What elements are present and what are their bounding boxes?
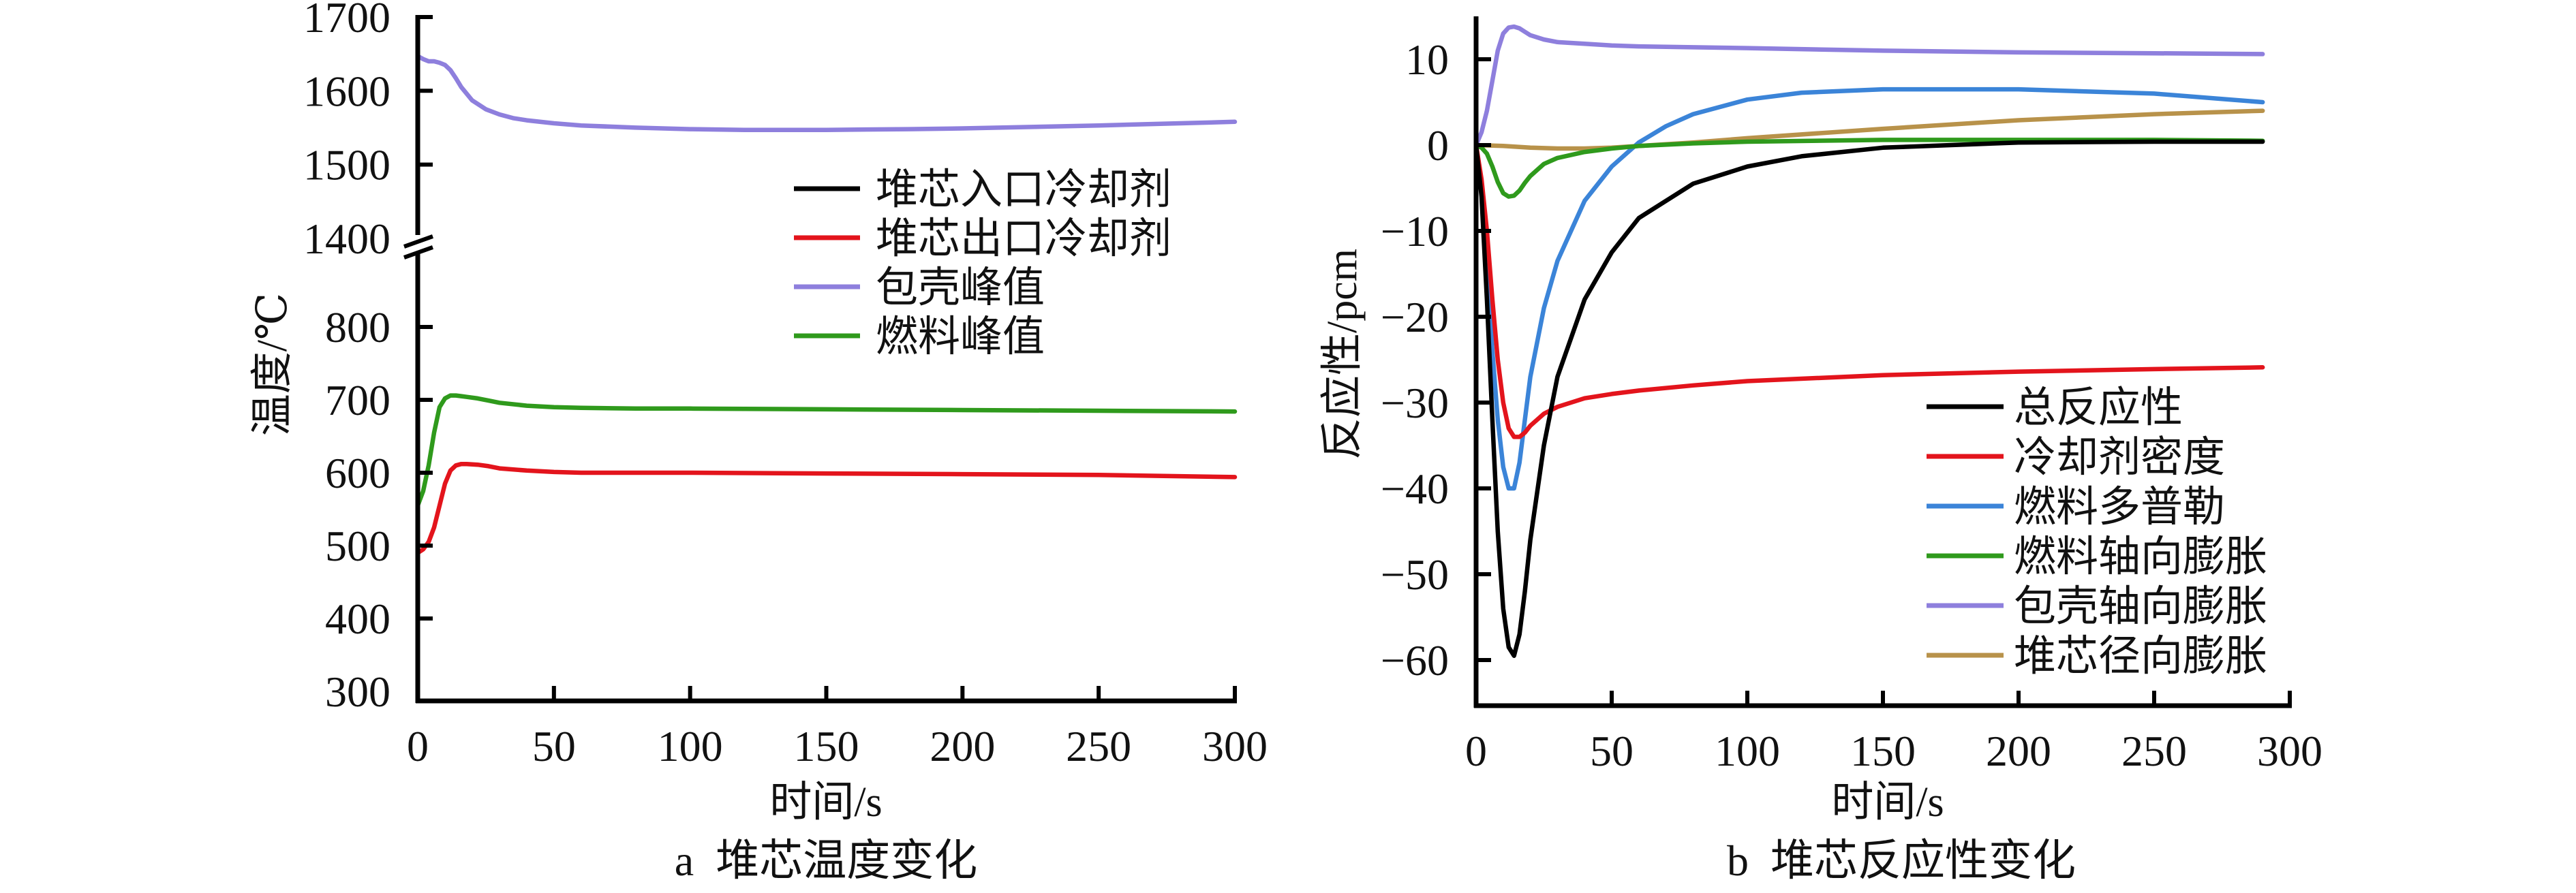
panel-a-temperature: 300 400 500 600 700 800 1400 1500 1600 1700 0 50 100… — [249, 0, 1268, 885]
panel-a-legend-label-3: 燃料峰值 — [876, 314, 1045, 360]
panel-b-series-line-3 — [1473, 138, 2265, 199]
panel-a-axes: 300 400 500 600 700 800 1400 1500 1600 1700 0 50 100… — [303, 0, 1268, 770]
panel-b-series-line-0 — [1473, 139, 2265, 658]
panel-a-y-tick-label: 1700 — [303, 0, 390, 42]
panel-a-caption: a 堆芯温度变化 — [675, 836, 977, 885]
panel-a-y-tick-label: 600 — [325, 449, 390, 497]
panel-b-x-tick-label: 300 — [2257, 727, 2322, 775]
panel-b-y-axis-title: 反应性/pcm — [1319, 249, 1366, 460]
panel-b-caption: b 堆芯反应性变化 — [1727, 836, 2076, 885]
panel-b-series-line-2 — [1473, 87, 2265, 491]
panel-b-y-tick-label: 0 — [1427, 121, 1449, 170]
panel-b-legend-label-1: 冷却剂密度 — [2014, 435, 2225, 481]
panel-b-legend-label-2: 燃料多普勒 — [2014, 484, 2225, 531]
panel-a-y-tick-label: 300 — [325, 668, 390, 716]
panel-a-x-tick-label: 250 — [1066, 722, 1131, 770]
panel-a-x-tick-label: 0 — [407, 722, 429, 770]
panel-a-y-tick-label: 1500 — [303, 141, 390, 189]
panel-a-x-tick-label: 300 — [1202, 722, 1268, 770]
panel-b-y-tick-label: −20 — [1381, 293, 1449, 341]
panel-a-series-line-2 — [415, 54, 1238, 132]
panel-b-legend-label-0: 总反应性 — [2014, 385, 2183, 431]
panel-b-x-tick-label: 50 — [1590, 727, 1634, 775]
panel-a-x-tick-label: 200 — [930, 722, 995, 770]
panel-a-series-group — [415, 54, 1238, 555]
panel-b-legend-label-3: 燃料轴向膨胀 — [2014, 534, 2267, 580]
panel-b-y-tick-label: 10 — [1405, 35, 1449, 84]
panel-b-y-tick-label: −30 — [1381, 379, 1449, 427]
panel-a-series-line-3 — [415, 393, 1238, 508]
panel-a-x-tick-label: 50 — [532, 722, 576, 770]
panel-b-x-axis-title: 时间/s — [1831, 779, 1944, 826]
panel-a-x-tick-label: 150 — [794, 722, 859, 770]
panel-b-legend-label-4: 包壳轴向膨胀 — [2014, 584, 2267, 630]
panel-b-y-tick-label: −60 — [1381, 636, 1449, 685]
panel-b-x-tick-label: 150 — [1850, 727, 1916, 775]
panel-b-x-tick-label: 0 — [1465, 727, 1487, 775]
panel-a-y-tick-label: 1600 — [303, 67, 390, 115]
panel-b-y-tick-label: −10 — [1381, 207, 1449, 255]
panel-b-x-tick-label: 200 — [1986, 727, 2051, 775]
panel-b-series-line-4 — [1473, 24, 2265, 148]
panel-a-legend-label-1: 堆芯出口冷却剂 — [876, 216, 1171, 262]
panel-a-y-tick-label: 500 — [325, 522, 390, 570]
panel-b-y-tick-label: −50 — [1381, 550, 1449, 599]
panel-a-y-axis-title: 温度/℃ — [249, 293, 296, 437]
panel-a-y-tick-label: 800 — [325, 303, 390, 351]
panel-b-series-group — [1473, 24, 2265, 658]
panel-a-y-tick-label: 400 — [325, 595, 390, 643]
panel-b-x-tick-label: 100 — [1715, 727, 1780, 775]
panel-a-legend-label-2: 包壳峰值 — [876, 265, 1045, 311]
panel-a-series-line-1 — [415, 461, 1238, 555]
panel-a-axis-break-mark — [403, 234, 434, 249]
panel-a-y-tick-label: 1400 — [303, 215, 390, 263]
panel-b-y-tick-label: −40 — [1381, 465, 1449, 513]
panel-a-x-axis-title: 时间/s — [769, 779, 882, 826]
panel-a-legend-label-0: 堆芯入口冷却剂 — [876, 167, 1171, 213]
panel-b-series-line-1 — [1473, 142, 2265, 439]
panel-a-y-tick-label: 700 — [325, 376, 390, 424]
panel-a-axis-break-mark — [403, 245, 434, 260]
panel-a-x-tick-label: 100 — [658, 722, 723, 770]
panel-b-legend-label-5: 堆芯径向膨胀 — [2014, 633, 2267, 680]
panel-b-x-tick-label: 250 — [2121, 727, 2187, 775]
